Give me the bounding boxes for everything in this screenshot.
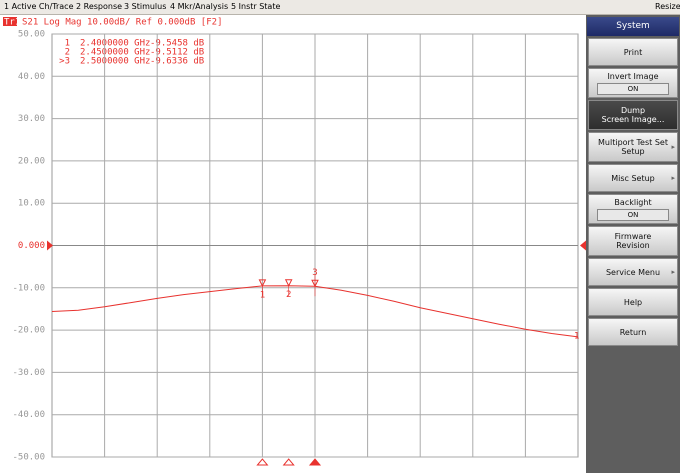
- softkey-label: Misc Setup: [611, 173, 655, 183]
- submenu-arrow: ▸: [671, 268, 675, 276]
- softkey-state: ON: [597, 208, 669, 221]
- menu-item[interactable]: Resize: [655, 2, 680, 11]
- marker-frequency: 2.4500000 GHz: [80, 48, 150, 58]
- marker-reading: -9.5112 dB: [150, 48, 204, 58]
- submenu-arrow: ▸: [671, 143, 675, 151]
- reference-arrow-left: [47, 240, 53, 251]
- marker-id: >3: [59, 57, 70, 67]
- softkey-label: Return: [619, 327, 647, 337]
- menu-item[interactable]: 4 Mkr/Analysis: [170, 2, 229, 11]
- y-tick-label: 0.000: [18, 241, 45, 251]
- softkey-label: Service Menu: [605, 267, 661, 277]
- marker-frequency: 2.5000000 GHz: [80, 57, 150, 67]
- trace-label: 1: [574, 331, 579, 341]
- marker-id: 1: [65, 39, 70, 49]
- softkey-label: Multiport Test Set: [598, 138, 668, 147]
- menu-item[interactable]: 2 Response: [76, 2, 123, 11]
- softkey[interactable]: Service Menu ▸: [588, 258, 678, 286]
- softkey[interactable]: Firmware Revision: [588, 226, 678, 256]
- marker-reading: -9.5458 dB: [150, 39, 204, 49]
- marker-id: 2: [65, 48, 70, 58]
- marker-label: 3: [312, 268, 317, 278]
- trace-tag: Tr1: [4, 18, 20, 28]
- softkey-label: Firmware: [614, 232, 652, 241]
- marker: [284, 279, 293, 287]
- menu-item[interactable]: 3 Stimulus: [124, 2, 167, 11]
- y-tick-label: 50.00: [18, 30, 45, 40]
- softkey[interactable]: Invert Image ON: [588, 68, 678, 98]
- marker-x-indicator: [308, 458, 322, 466]
- marker: [258, 279, 267, 287]
- reference-arrow-right: [580, 240, 586, 251]
- y-tick-label: -50.00: [12, 453, 45, 463]
- y-tick-label: 40.00: [18, 72, 45, 82]
- y-tick-label: -10.00: [12, 283, 45, 293]
- softkey-label: Revision: [616, 241, 650, 250]
- menu-item[interactable]: 1 Active Ch/Trace: [4, 2, 74, 11]
- softkey[interactable]: Misc Setup ▸: [588, 164, 678, 192]
- y-tick-label: -20.00: [12, 326, 45, 336]
- softkey-label: Backlight: [614, 197, 652, 207]
- marker-reading: -9.6336 dB: [150, 57, 204, 67]
- trace-tag-bg: [3, 17, 17, 26]
- softkey[interactable]: Help: [588, 288, 678, 316]
- submenu-arrow: ▸: [671, 174, 675, 182]
- trace-header: S21 Log Mag 10.00dB/ Ref 0.000dB [F2]: [22, 18, 222, 28]
- marker-label: 1: [260, 290, 265, 300]
- softkey[interactable]: Backlight ON: [588, 194, 678, 224]
- softkey-panel: System Print Invert Image ON Dump Screen Ima…: [586, 15, 680, 473]
- softkey[interactable]: Dump Screen Image...: [588, 100, 678, 130]
- y-tick-label: 10.00: [18, 199, 45, 209]
- softkey-label: Setup: [621, 147, 645, 156]
- softkey-state: ON: [597, 82, 669, 95]
- menu-bar: 1 Active Ch/Trace 2 Response 3 Stimulus 4 M…: [0, 0, 680, 15]
- marker-label: 2: [286, 290, 291, 300]
- panel-title: System: [587, 17, 679, 36]
- softkey-label: Dump: [620, 106, 646, 115]
- marker-frequency: 2.4000000 GHz: [80, 39, 150, 49]
- menu-item[interactable]: 5 Instr State: [231, 2, 281, 11]
- plot-area: Tr1 S21 Log Mag 10.00dB/ Ref 0.000dB [F2…: [0, 15, 586, 473]
- softkey-label: Help: [623, 297, 643, 307]
- softkey-label: Invert Image: [607, 71, 659, 81]
- marker-x-indicator: [256, 458, 269, 466]
- y-tick-label: -30.00: [12, 368, 45, 378]
- marker-x-indicator: [282, 458, 295, 466]
- softkey[interactable]: Multiport Test Set Setup ▸: [588, 132, 678, 162]
- softkey[interactable]: Return: [588, 318, 678, 346]
- softkey-label: Print: [623, 47, 643, 57]
- y-tick-label: -40.00: [12, 410, 45, 420]
- softkey-label: Screen Image...: [601, 115, 665, 124]
- y-tick-label: 20.00: [18, 156, 45, 166]
- softkey[interactable]: Print: [588, 38, 678, 66]
- y-tick-label: 30.00: [18, 114, 45, 124]
